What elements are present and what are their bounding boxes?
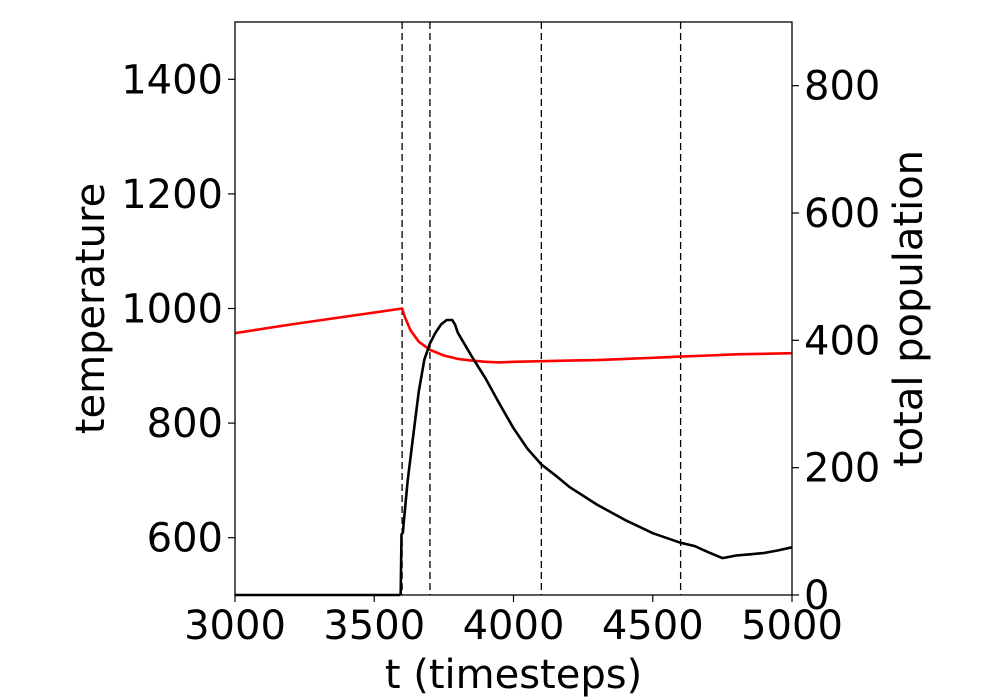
y-right-tick-label-0: 0 — [804, 573, 829, 619]
temperature-series-line — [234, 307, 793, 364]
y-left-tick-label-3: 1200 — [121, 172, 223, 218]
y-axis-right: 0 200 400 600 800 — [792, 64, 880, 619]
x-tick-label-3: 4500 — [602, 603, 704, 649]
series-layer — [234, 307, 793, 597]
y-right-tick-label-1: 200 — [804, 446, 880, 492]
population-series-line — [235, 318, 793, 597]
vlines-layer — [401, 22, 682, 595]
x-axis-label: t (timesteps) — [385, 652, 642, 698]
plot-area-frame — [234, 21, 793, 596]
x-axis: 3000 3500 4000 4500 5000 — [184, 595, 843, 649]
y-right-tick-label-4: 800 — [804, 64, 880, 110]
y-left-tick-label-0: 600 — [147, 516, 223, 562]
y-axis-left: 600 800 1000 1200 1400 — [121, 57, 235, 562]
y-axis-left-label: temperature — [68, 183, 114, 434]
y-left-tick-label-4: 1400 — [121, 57, 223, 103]
x-tick-label-1: 3500 — [323, 603, 425, 649]
x-tick-label-2: 4000 — [463, 603, 565, 649]
x-tick-label-0: 3000 — [184, 603, 286, 649]
x-tick-label-4: 5000 — [741, 603, 843, 649]
y-left-tick-label-2: 1000 — [121, 287, 223, 333]
y-right-tick-label-2: 400 — [804, 318, 880, 364]
y-axis-right-label: total population — [886, 150, 932, 467]
y-left-tick-label-1: 800 — [147, 401, 223, 447]
y-right-tick-label-3: 600 — [804, 191, 880, 237]
